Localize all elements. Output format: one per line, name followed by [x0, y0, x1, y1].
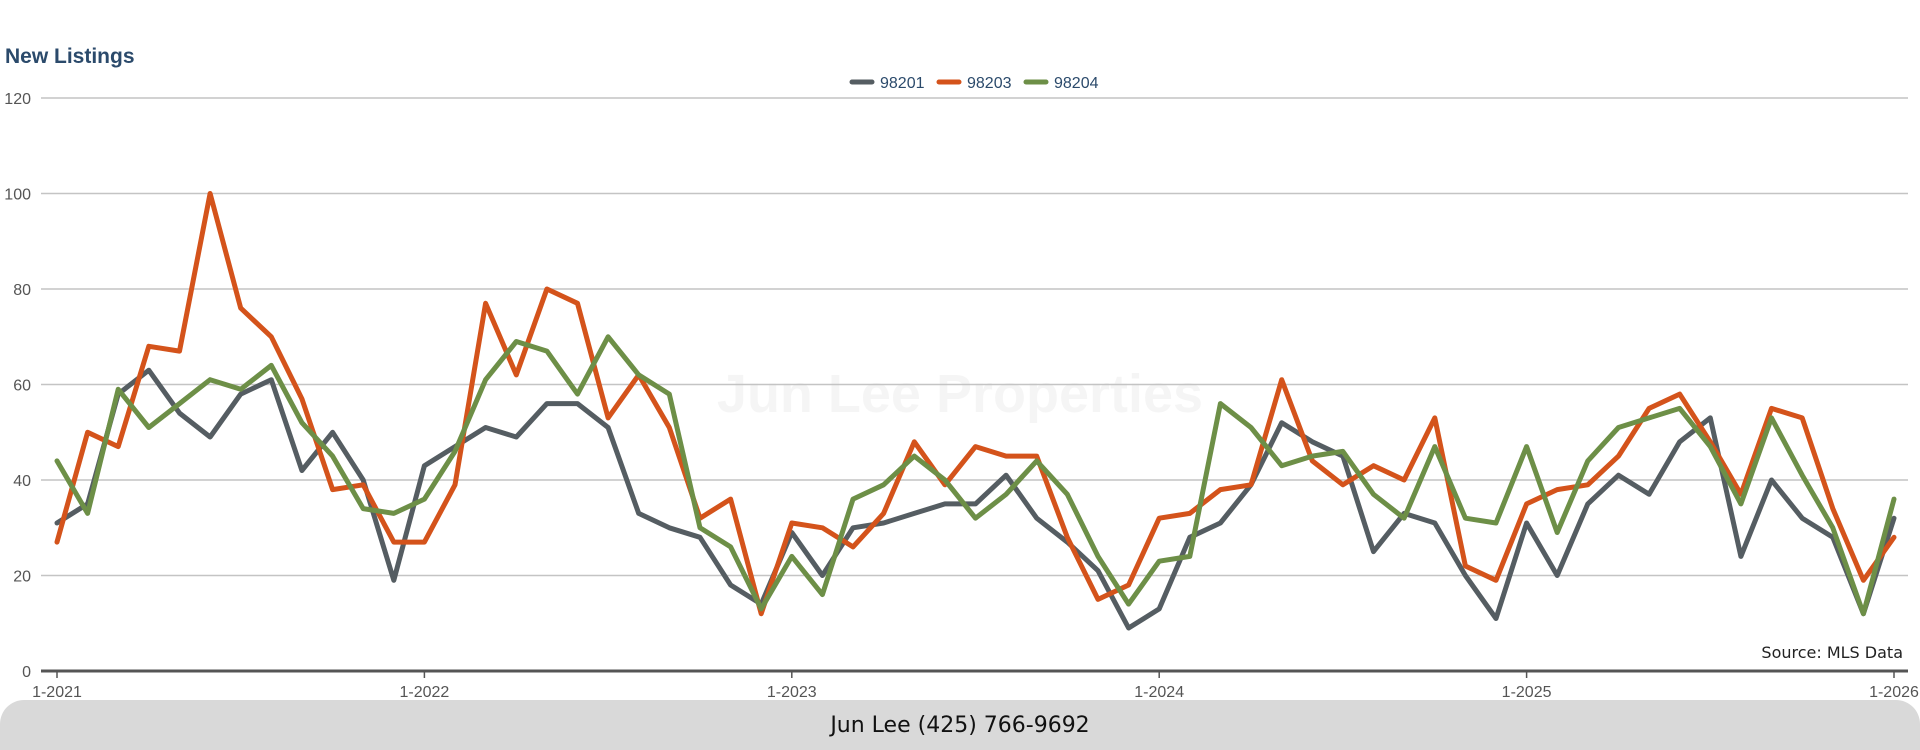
x-tick-label: 1-2023: [767, 684, 817, 700]
y-tick-label: 100: [4, 187, 31, 204]
legend: 98201 98203 98204: [849, 75, 1099, 92]
y-tick-label: 0: [22, 664, 31, 681]
x-tick-label: 1-2021: [32, 684, 82, 700]
legend-label: 98203: [967, 75, 1012, 92]
footer-bar: Jun Lee (425) 766-9692: [0, 700, 1920, 750]
y-tick-label: 80: [13, 282, 31, 299]
footer-contact: Jun Lee (425) 766-9692: [830, 712, 1090, 738]
gridlines: [41, 97, 1908, 577]
legend-label: 98201: [880, 75, 925, 92]
y-tick-label: 20: [13, 569, 31, 586]
y-tick-label: 60: [13, 378, 31, 395]
legend-item-98203: 98203: [936, 75, 1012, 92]
x-tick-label: 1-2022: [399, 684, 449, 700]
source-note: Source: MLS Data: [1761, 643, 1903, 662]
legend-label: 98204: [1054, 75, 1099, 92]
y-tick-label: 120: [4, 91, 31, 108]
series-line-98203: [54, 191, 1897, 617]
x-axis: 1-2021 1-2022 1-2023 1-2024 1-2025 1-2026: [32, 669, 1919, 700]
series-lines: [54, 191, 1897, 631]
watermark-text: Jun Lee Properties: [717, 364, 1203, 424]
series-line-98204: [54, 334, 1897, 617]
legend-item-98204: 98204: [1023, 75, 1099, 92]
line-chart: New Listings Jun Lee Properties 0 20 40 60 8…: [4, 45, 1919, 700]
y-tick-label: 40: [13, 473, 31, 490]
x-tick-label: 1-2024: [1134, 684, 1184, 700]
legend-item-98201: 98201: [849, 75, 925, 92]
x-tick-label: 1-2025: [1502, 684, 1552, 700]
chart-title: New Listings: [5, 45, 135, 68]
series-line-98201: [54, 367, 1897, 631]
x-tick-label: 1-2026: [1869, 684, 1919, 700]
y-axis-ticks: 0 20 40 60 80 100 120: [4, 91, 31, 681]
